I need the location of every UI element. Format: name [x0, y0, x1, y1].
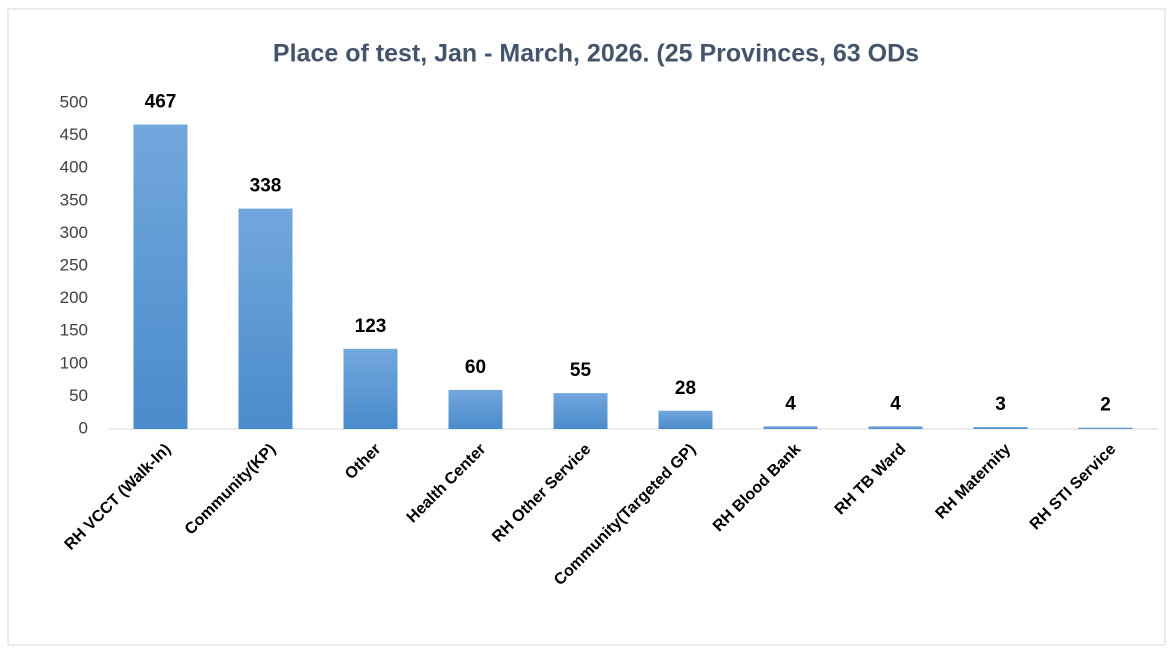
- bar: [343, 348, 398, 429]
- bar: [238, 208, 293, 429]
- bar: [553, 393, 608, 429]
- y-tick-label: 200: [60, 288, 88, 307]
- y-tick-label: 250: [60, 255, 88, 274]
- y-tick-label: 500: [60, 92, 88, 111]
- y-tick-label: 450: [60, 125, 88, 144]
- chart-title: Place of test, Jan - March, 2026. (25 Pr…: [273, 40, 919, 68]
- bar: [133, 124, 188, 430]
- y-tick-label: 350: [60, 190, 88, 209]
- bar: [448, 389, 503, 429]
- value-label: 28: [675, 378, 696, 399]
- value-label: 60: [465, 357, 486, 378]
- chart-frame: [7, 8, 1166, 646]
- value-label: 467: [145, 92, 177, 113]
- bar: [763, 426, 818, 429]
- bar: [973, 427, 1028, 429]
- bar: [868, 426, 923, 429]
- y-tick-label: 400: [60, 158, 88, 177]
- value-label: 55: [570, 360, 592, 381]
- y-tick-label: 300: [60, 223, 88, 242]
- value-label: 2: [1100, 395, 1111, 416]
- y-tick-label: 100: [60, 353, 88, 372]
- y-tick-label: 50: [69, 386, 88, 405]
- y-tick-label: 0: [79, 418, 88, 437]
- value-label: 338: [250, 176, 282, 197]
- bar: [658, 410, 713, 429]
- y-tick-label: 150: [60, 321, 88, 340]
- value-label: 4: [890, 393, 901, 414]
- value-label: 4: [785, 393, 796, 414]
- bar: [1078, 427, 1133, 429]
- value-label: 3: [995, 394, 1006, 415]
- value-label: 123: [355, 316, 387, 337]
